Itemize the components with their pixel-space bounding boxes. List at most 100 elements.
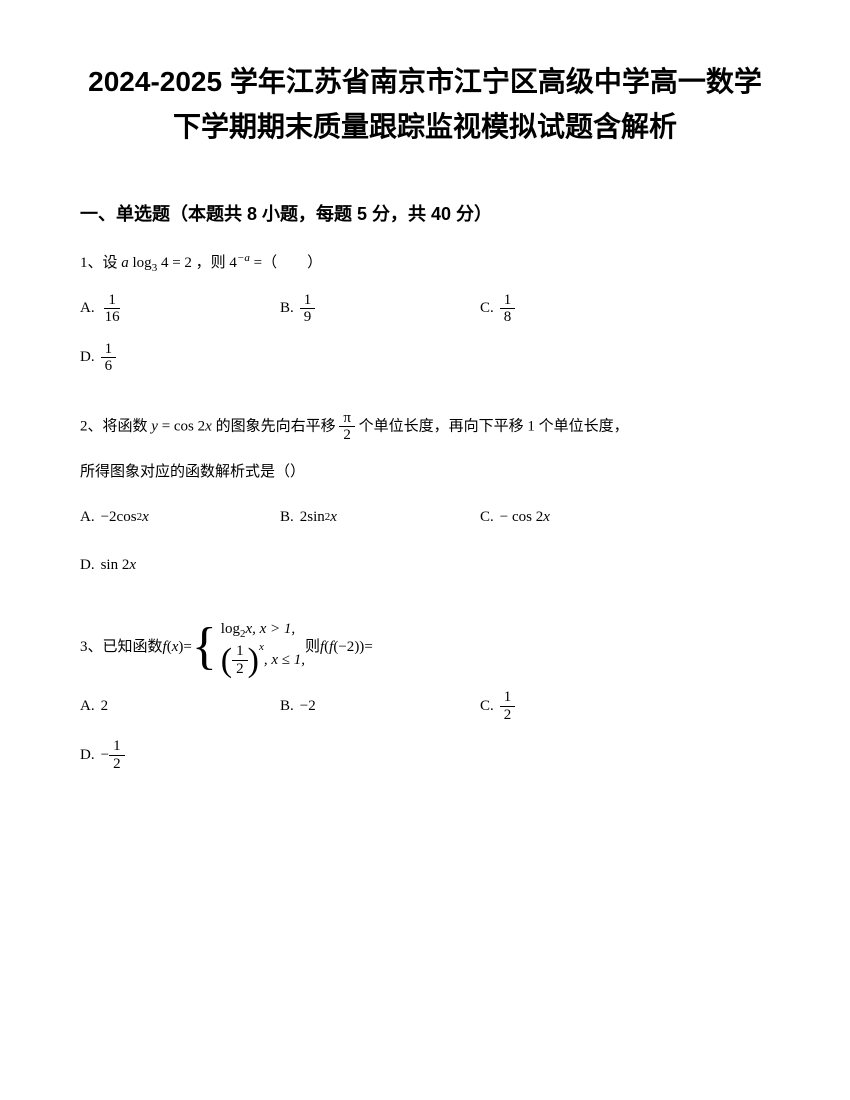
q3-optD-label: D. [80, 739, 95, 772]
q3-optD-num: 1 [109, 738, 125, 756]
q1-optD-frac: 1 6 [101, 341, 117, 375]
q2-pi-den: 2 [339, 427, 355, 444]
q1-optB-label: B. [280, 292, 294, 325]
q3-p2-paren: ( 1 2 ) [221, 643, 259, 677]
section-header: 一、单选题（本题共 8 小题，每题 5 分，共 40 分） [80, 200, 770, 226]
q2-pi-frac: π2 [339, 410, 355, 444]
question-3: 3、已知函数 f (x) = { log2x, x > 1, ( 1 2 ) [80, 617, 770, 788]
q1-optA-den: 16 [101, 309, 124, 326]
q2-optC-label: C. [480, 501, 494, 534]
q3-p2-num: 1 [232, 643, 248, 661]
q2-optA-text: −2cos [101, 501, 137, 534]
q2-optC-x: x [543, 501, 550, 534]
q3-p1-log: log [221, 621, 240, 637]
q1-option-b: B. 1 9 [280, 292, 480, 326]
q3-prefix: 3、已知函数 [80, 631, 163, 664]
q1-optB-den: 9 [300, 309, 316, 326]
q1-suffix: =（ ） [250, 255, 322, 271]
q3-rp2: )) [354, 631, 364, 664]
q1-optD-den: 6 [101, 358, 117, 375]
q1-optD-num: 1 [101, 341, 117, 359]
q2-option-d: D. sin 2x [80, 549, 280, 582]
q2-prefix: 2、将函数 [80, 418, 151, 434]
q3-optC-den: 2 [500, 707, 516, 724]
q1-log: log [129, 255, 152, 271]
q2-optD-label: D. [80, 549, 95, 582]
question-2-text: 2、将函数 y = cos 2x 的图象先向右平移 π2 个单位长度，再向下平移… [80, 410, 770, 444]
q3-optA-label: A. [80, 690, 95, 723]
question-2-line2: 所得图象对应的函数解析式是（） [80, 456, 770, 489]
q1-options: A. 1 16 B. 1 9 C. 1 8 D. 1 6 [80, 292, 770, 390]
q1-base4: 4 [229, 255, 237, 271]
q3-brace: { [192, 624, 217, 671]
q2-optB-label: B. [280, 501, 294, 534]
q2-optB-text: 2sin [300, 501, 325, 534]
q3-x: x [172, 631, 179, 664]
q3-p2-cond: , x ≤ 1, [264, 648, 305, 672]
q1-optA-num: 1 [104, 292, 120, 310]
q1-optB-num: 1 [300, 292, 316, 310]
q1-equals: = 2 [172, 255, 192, 271]
q2-pi-num: π [339, 410, 355, 428]
q3-p1-cond: , x > 1, [252, 621, 295, 637]
question-1-text: 1、设 a log3 4 = 2 ，则 4−a =（ ） [80, 246, 770, 280]
q3-optC-label: C. [480, 690, 494, 723]
q3-piece2: ( 1 2 ) x , x ≤ 1, [221, 643, 305, 677]
q2-optD-text: sin 2 [101, 549, 130, 582]
question-2: 2、将函数 y = cos 2x 的图象先向右平移 π2 个单位长度，再向下平移… [80, 410, 770, 597]
q2-options: A. −2cos2 x B. 2sin2 x C. − cos 2x D. si… [80, 501, 770, 597]
q2-option-b: B. 2sin2 x [280, 501, 480, 534]
q1-middle: ，则 [192, 255, 230, 271]
q3-optC-frac: 1 2 [500, 689, 516, 723]
q3-optB-label: B. [280, 690, 294, 723]
q1-prefix: 1、设 [80, 255, 121, 271]
q2-mid2: 个单位长度，再向下平移 1 个单位长度， [355, 418, 629, 434]
q3-option-d: D. − 1 2 [80, 738, 280, 772]
q2-eq: = cos 2 [158, 418, 205, 434]
q2-x: x [205, 418, 212, 434]
q1-optC-num: 1 [500, 292, 516, 310]
q3-optD-den: 2 [109, 756, 125, 773]
q1-optC-den: 8 [500, 309, 516, 326]
exam-title: 2024-2025 学年江苏省南京市江宁区高级中学高一数学下学期期末质量跟踪监视… [80, 60, 770, 150]
question-1: 1、设 a log3 4 = 2 ，则 4−a =（ ） A. 1 16 B. … [80, 246, 770, 390]
q2-mid1: 的图象先向右平移 [212, 418, 340, 434]
q1-option-c: C. 1 8 [480, 292, 680, 326]
q1-optB-frac: 1 9 [300, 292, 316, 326]
q3-option-b: B. −2 [280, 689, 480, 723]
q3-p2-frac: 1 2 [232, 643, 248, 677]
q1-option-d: D. 1 6 [80, 341, 280, 375]
q2-optD-x: x [129, 549, 136, 582]
q3-piecewise: { log2x, x > 1, ( 1 2 ) x , x ≤ 1, [192, 617, 305, 678]
q3-pieces: log2x, x > 1, ( 1 2 ) x , x ≤ 1, [221, 617, 305, 678]
q3-options: A. 2 B. −2 C. 1 2 D. − 1 2 [80, 689, 770, 787]
q1-exp: −a [237, 252, 250, 264]
q1-optD-label: D. [80, 341, 95, 374]
q3-optA-text: 2 [101, 690, 109, 723]
question-3-text: 3、已知函数 f (x) = { log2x, x > 1, ( 1 2 ) [80, 617, 770, 678]
q3-optD-neg: − [101, 739, 109, 772]
q3-optC-num: 1 [500, 689, 516, 707]
q2-option-c: C. − cos 2x [480, 501, 680, 534]
q3-p2-lparen: ( [221, 647, 232, 674]
q3-optB-text: −2 [300, 690, 316, 723]
q3-eq: = [183, 631, 191, 664]
q3-p2-den: 2 [232, 661, 248, 678]
q3-suffix: = [364, 631, 372, 664]
q2-optB-x: x [330, 501, 337, 534]
q1-option-a: A. 1 16 [80, 292, 280, 326]
q1-var-a: a [121, 255, 129, 271]
q3-option-a: A. 2 [80, 689, 280, 723]
q2-option-a: A. −2cos2 x [80, 501, 280, 534]
q1-optC-frac: 1 8 [500, 292, 516, 326]
q1-optC-label: C. [480, 292, 494, 325]
q3-then: 则 [305, 631, 320, 664]
q3-neg2: −2 [338, 631, 354, 664]
q2-optA-label: A. [80, 501, 95, 534]
q1-optA-frac: 1 16 [101, 292, 124, 326]
q3-p2-rparen: ) [248, 647, 259, 674]
q2-y: y [151, 418, 158, 434]
q2-optA-x: x [142, 501, 149, 534]
q3-option-c: C. 1 2 [480, 689, 680, 723]
q3-optD-frac: 1 2 [109, 738, 125, 772]
